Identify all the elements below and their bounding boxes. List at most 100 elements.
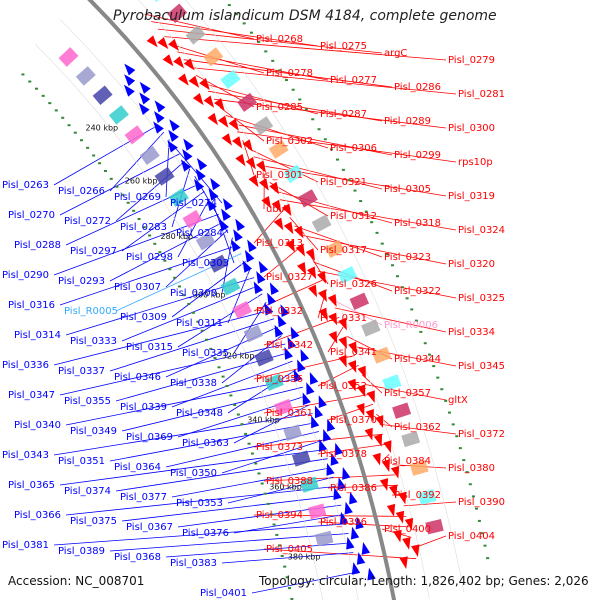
forward-gene-arrow xyxy=(327,294,337,307)
gene-label-right: Pisl_0320 xyxy=(448,259,495,270)
gene-label-left: Pisl_0307 xyxy=(114,282,161,293)
leader-line xyxy=(334,307,447,333)
leader-line xyxy=(317,364,359,387)
forward-gene-arrow xyxy=(308,284,318,298)
leader-line xyxy=(65,486,337,516)
track-guide-4 xyxy=(185,0,465,593)
gene-label-right: Pisl_0275 xyxy=(320,41,367,52)
shaded-track-block xyxy=(264,373,284,391)
gene-label-left: Pisl_0346 xyxy=(114,372,161,383)
leader-line xyxy=(151,21,319,47)
shaded-track-block xyxy=(268,140,289,159)
gene-label-left: Pisl_0308 xyxy=(170,288,217,299)
leader-line xyxy=(253,355,355,380)
leader-line xyxy=(242,139,255,176)
forward-gene-arrow xyxy=(375,415,384,428)
reverse-gene-arrow xyxy=(290,326,300,340)
gene-label-right: Pisl_0305 xyxy=(384,184,431,195)
forward-gene-arrow xyxy=(146,35,158,48)
tick-dot xyxy=(323,138,327,141)
tick-dot xyxy=(163,259,167,262)
leader-line xyxy=(59,343,286,396)
reverse-gene-arrow xyxy=(169,119,180,132)
tick-dot xyxy=(428,353,432,356)
forward-gene-arrow xyxy=(285,239,295,253)
tick-dot xyxy=(229,394,233,397)
reverse-gene-arrow xyxy=(124,74,136,87)
gene-label-left: Pisl_0269 xyxy=(114,192,161,203)
forward-gene-arrow xyxy=(192,93,204,106)
leader-line xyxy=(227,369,297,414)
leader-line xyxy=(109,318,275,372)
leader-line xyxy=(171,467,331,498)
tick-dot xyxy=(158,251,162,254)
gene-label-right: Pisl_0405 xyxy=(266,544,313,555)
leader-line xyxy=(59,449,325,486)
shaded-track-block xyxy=(274,398,294,416)
leader-line xyxy=(289,216,319,251)
reverse-gene-arrow xyxy=(183,138,194,151)
tick-dot xyxy=(347,179,351,182)
leader-line xyxy=(317,443,387,455)
shaded-track-block xyxy=(203,47,224,67)
reverse-gene-arrow xyxy=(167,140,178,153)
reverse-gene-arrow xyxy=(309,372,319,385)
shaded-track-block xyxy=(154,166,175,186)
tick-dot xyxy=(486,557,490,560)
reverse-gene-arrow xyxy=(318,395,327,409)
reverse-gene-arrow xyxy=(168,129,179,142)
tick-dot xyxy=(227,4,231,7)
tick-dot xyxy=(21,73,25,76)
forward-gene-arrow xyxy=(281,203,292,217)
forward-gene-arrow xyxy=(178,73,189,86)
shaded-track-block xyxy=(58,47,79,67)
tick-dot xyxy=(400,286,404,289)
tick-dot xyxy=(419,330,423,333)
reverse-gene-arrow xyxy=(154,100,166,113)
forward-gene-arrow xyxy=(162,54,174,67)
gene-label-right: Pisl_0378 xyxy=(320,449,367,460)
gene-label-right: Pisl_0285 xyxy=(256,102,303,113)
reverse-gene-arrow xyxy=(302,392,311,406)
reverse-gene-arrow xyxy=(342,467,351,480)
forward-gene-arrow xyxy=(203,95,215,108)
reverse-gene-arrow xyxy=(124,63,136,76)
gene-label-right: Pisl_0332 xyxy=(256,306,303,317)
gene-label-right: Pisl_0394 xyxy=(256,510,303,521)
gene-label-left: Pisl_0297 xyxy=(70,246,117,257)
genome-backbone xyxy=(87,0,397,600)
gene-label-left: Pisl_0349 xyxy=(70,426,117,437)
tick-dot xyxy=(317,128,321,131)
reverse-gene-arrow xyxy=(210,177,221,191)
leader-line xyxy=(253,514,407,517)
reverse-gene-arrow xyxy=(264,302,274,316)
tick-dot xyxy=(364,210,368,213)
shaded-track-block xyxy=(182,209,203,229)
shaded-track-block xyxy=(253,116,274,136)
gene-label-right: Pisl_0327 xyxy=(266,272,313,283)
gene-label-right: Pisl_0286 xyxy=(394,82,441,93)
forward-gene-arrow xyxy=(307,266,317,280)
tick-dot xyxy=(280,554,284,557)
gene-label-right: Pisl_0319 xyxy=(448,191,495,202)
shaded-track-block xyxy=(208,254,229,273)
reverse-gene-arrow xyxy=(327,418,336,432)
tick-dot xyxy=(462,459,466,462)
gene-label-left: Pisl_0336 xyxy=(2,360,49,371)
gene-label-right: Pisl_0289 xyxy=(384,116,431,127)
gene-label-left: Pisl_0293 xyxy=(58,276,105,287)
leader-line xyxy=(171,261,246,318)
gene-label-right: argC xyxy=(384,48,407,59)
forward-gene-arrow xyxy=(317,289,327,303)
reverse-gene-arrow xyxy=(231,239,241,252)
topology-text: Topology: circular; Length: 1,826,402 bp… xyxy=(259,574,589,588)
leader-line xyxy=(115,458,328,492)
leader-line xyxy=(109,533,349,552)
tick-dot xyxy=(233,403,237,406)
tick-dot xyxy=(414,319,418,322)
gene-label-left: Pisl_0374 xyxy=(64,486,111,497)
tick-dot xyxy=(288,587,292,590)
leader-line xyxy=(213,206,235,264)
gene-label-left: Pisl_0383 xyxy=(170,558,217,569)
